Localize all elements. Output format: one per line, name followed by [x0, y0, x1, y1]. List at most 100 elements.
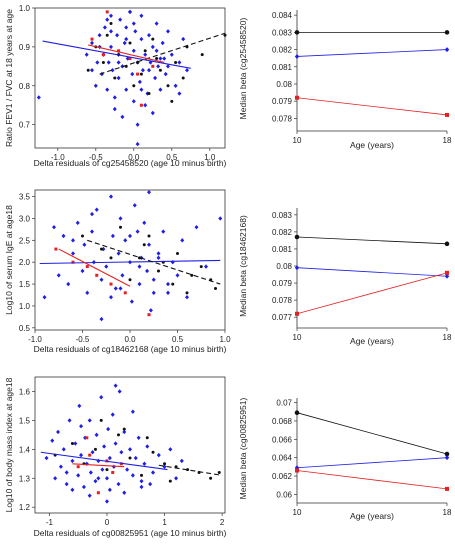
data-point-blue	[156, 255, 161, 261]
series-marker-black	[294, 410, 300, 415]
data-point-blue	[204, 264, 208, 269]
data-point-blue	[173, 83, 178, 88]
data-point-black	[163, 462, 167, 466]
x-tick-label: 1	[162, 518, 167, 527]
panel-6: 0.06 0.062 0.064 0.066 0.068 0.07 10 18 Age (yea…	[238, 398, 452, 521]
panel-2: 0.078 0.079 0.08 0.081 0.082 0.083 0.084 10 18 Ag…	[238, 10, 452, 150]
data-point-red	[85, 436, 89, 440]
y-tick-label: 1.0	[19, 4, 31, 13]
data-point-blue	[110, 233, 115, 239]
data-point-blue	[168, 447, 173, 452]
data-point-blue	[128, 447, 132, 452]
data-point-black	[105, 468, 109, 472]
data-point-blue	[93, 478, 98, 484]
data-point-blue	[52, 224, 56, 230]
y-tick-label: 2.0	[19, 258, 31, 267]
data-point-blue	[137, 79, 142, 85]
data-point-black	[132, 84, 136, 88]
data-point-blue	[156, 452, 161, 458]
panel-5: -1 0 1 2 1.2 1.3 1.4 1.5 1.6 Delta residuals of c…	[4, 376, 227, 538]
x-tick-label: 1.0	[204, 153, 216, 162]
x-tick-label: 1.0	[219, 335, 231, 344]
y-tick-label: 0.062	[272, 472, 293, 481]
data-point-blue	[77, 403, 82, 409]
data-point-blue	[61, 233, 66, 239]
x-tick-label: 10	[293, 508, 302, 517]
data-point-black	[171, 282, 175, 286]
y-tick-label: 0.081	[272, 63, 293, 72]
series-marker-red	[295, 311, 299, 316]
data-point-blue	[93, 83, 98, 88]
data-point-blue	[139, 36, 144, 42]
data-point-blue	[94, 432, 99, 438]
series-marker-black	[294, 30, 300, 35]
data-point-black	[199, 265, 203, 269]
data-point-blue	[118, 286, 123, 291]
data-point-blue	[104, 264, 109, 269]
data-point-red	[128, 57, 132, 61]
y-tick-label: 0.079	[272, 97, 293, 106]
data-point-blue	[56, 429, 61, 435]
data-point-blue	[179, 458, 184, 464]
x-tick-label: 10	[293, 136, 302, 145]
y-tick-label: 0.083	[272, 28, 293, 37]
y-tick-label: 1.4	[19, 445, 31, 454]
data-point-blue	[124, 36, 129, 42]
regression-line-red	[72, 463, 125, 468]
data-point-blue	[125, 467, 130, 472]
series-line-blue	[296, 267, 448, 277]
data-point-red	[147, 313, 151, 317]
data-point-black	[138, 256, 141, 260]
data-point-black	[186, 468, 190, 472]
data-point-blue	[105, 17, 110, 22]
data-point-black	[116, 433, 120, 437]
data-point-black	[223, 33, 227, 37]
data-point-blue	[161, 229, 166, 234]
data-point-blue	[130, 409, 135, 414]
data-point-black	[100, 247, 103, 251]
data-point-black	[147, 234, 151, 238]
data-point-blue	[44, 455, 49, 461]
series-marker-red	[295, 468, 299, 473]
x-tick-label: 0.5	[166, 153, 178, 162]
data-point-blue	[185, 294, 189, 300]
x-axis-label: Delta residuals of cg18462168 (age 10 mi…	[34, 344, 227, 354]
y-tick-label: 1.6	[19, 387, 31, 396]
data-point-black	[151, 37, 155, 41]
y-tick-label: 0.081	[272, 245, 293, 254]
data-point-blue	[145, 444, 150, 449]
series-marker-red	[445, 486, 449, 491]
data-point-blue	[76, 473, 81, 478]
x-tick-label: 0.0	[128, 153, 140, 162]
data-point-blue	[112, 106, 117, 112]
data-point-blue	[133, 455, 138, 461]
series-marker-red	[445, 270, 449, 275]
data-point-blue	[90, 229, 94, 234]
data-point-red	[117, 49, 121, 53]
plot-frame	[34, 7, 226, 149]
x-tick-label: 18	[443, 136, 452, 145]
y-tick-label: 0.7	[19, 121, 31, 130]
data-point-blue	[128, 233, 132, 239]
data-point-blue	[147, 242, 151, 247]
series-marker-black	[444, 241, 450, 247]
series-marker-blue	[444, 455, 450, 461]
y-tick-label: 0.082	[272, 228, 293, 237]
data-point-blue	[156, 64, 161, 69]
data-point-black	[128, 41, 132, 45]
data-point-blue	[115, 33, 120, 38]
data-point-blue	[81, 484, 86, 490]
x-tick-label: 2	[220, 518, 225, 527]
data-point-blue	[109, 294, 113, 300]
data-point-blue	[64, 470, 69, 475]
y-tick-label: 0.08	[276, 80, 292, 89]
series-line-red	[296, 470, 448, 490]
x-axis-label: Age (years)	[350, 140, 394, 150]
data-point-blue	[122, 429, 127, 435]
data-point-blue	[163, 71, 168, 77]
series-line-red	[296, 97, 448, 116]
data-point-blue	[118, 17, 123, 22]
y-tick-label: 1.5	[19, 416, 31, 425]
data-point-blue	[153, 75, 158, 81]
series-marker-black	[444, 30, 450, 35]
